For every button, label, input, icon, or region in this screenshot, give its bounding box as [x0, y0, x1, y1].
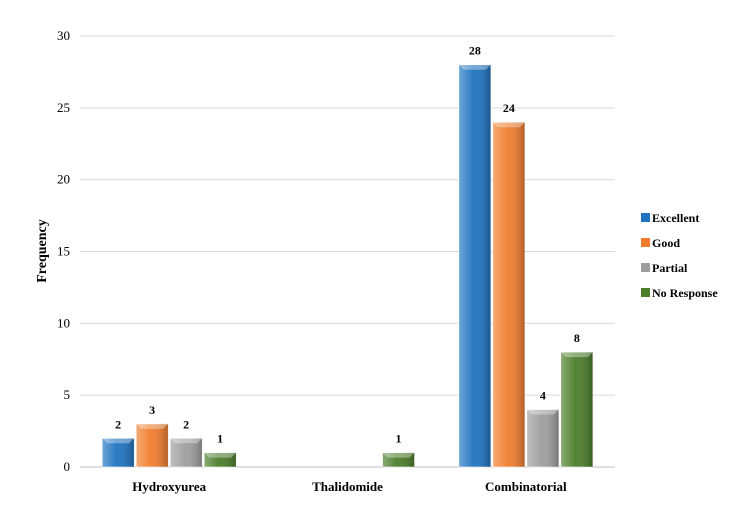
legend-swatch: [641, 238, 650, 247]
y-tick-label: 0: [64, 459, 71, 474]
y-tick-label: 10: [57, 315, 70, 330]
bar-no-response-thalidomide: [382, 452, 415, 468]
data-label: 2: [183, 417, 189, 431]
y-tick-label: 25: [57, 100, 70, 115]
bar-excellent-hydroxyurea: [101, 437, 135, 468]
bar-partial-hydroxyurea: [169, 437, 203, 468]
x-axis-categories: Hydroxyurea Thalidomide Combinatorial: [132, 479, 567, 494]
legend: Excellent Good Partial No Response: [641, 211, 718, 300]
data-label: 1: [396, 432, 402, 446]
legend-label: Good: [652, 236, 680, 250]
data-label: 3: [149, 403, 155, 417]
y-tick-label: 30: [57, 28, 70, 43]
bars: [101, 64, 594, 468]
legend-label: No Response: [652, 286, 718, 300]
legend-swatch: [641, 213, 650, 222]
bar-good-combinatorial: [492, 121, 526, 468]
bar-no-response-hydroxyurea: [203, 452, 237, 468]
y-tick-label: 15: [57, 244, 70, 259]
data-label: 24: [503, 101, 515, 115]
data-label: 8: [574, 331, 580, 345]
legend-label: Partial: [652, 261, 688, 275]
data-label: 2: [115, 417, 121, 431]
y-axis-ticks: 0 5 10 15 20 25 30: [57, 28, 70, 474]
data-label: 28: [469, 44, 481, 58]
data-label: 4: [540, 389, 546, 403]
data-label: 1: [217, 432, 223, 446]
bar-partial-combinatorial: [526, 409, 560, 468]
legend-swatch: [641, 263, 650, 272]
data-labels: 2 3 2 1 1 28 24 4 8: [115, 44, 580, 446]
legend-label: Excellent: [652, 211, 699, 225]
y-tick-label: 5: [64, 387, 71, 402]
legend-item-partial: Partial: [641, 261, 688, 275]
legend-item-no-response: No Response: [641, 286, 718, 300]
gridlines: [80, 35, 615, 468]
bar-excellent-combinatorial: [458, 64, 492, 468]
x-category-label: Thalidomide: [312, 479, 383, 494]
y-tick-label: 20: [57, 172, 70, 187]
x-category-label: Hydroxyurea: [132, 479, 206, 494]
y-axis-label: Frequency: [35, 219, 50, 283]
legend-item-excellent: Excellent: [641, 211, 699, 225]
bar-good-hydroxyurea: [135, 423, 169, 468]
legend-swatch: [641, 288, 650, 297]
legend-item-good: Good: [641, 236, 680, 250]
x-category-label: Combinatorial: [485, 479, 567, 494]
bar-no-response-combinatorial: [560, 351, 594, 468]
